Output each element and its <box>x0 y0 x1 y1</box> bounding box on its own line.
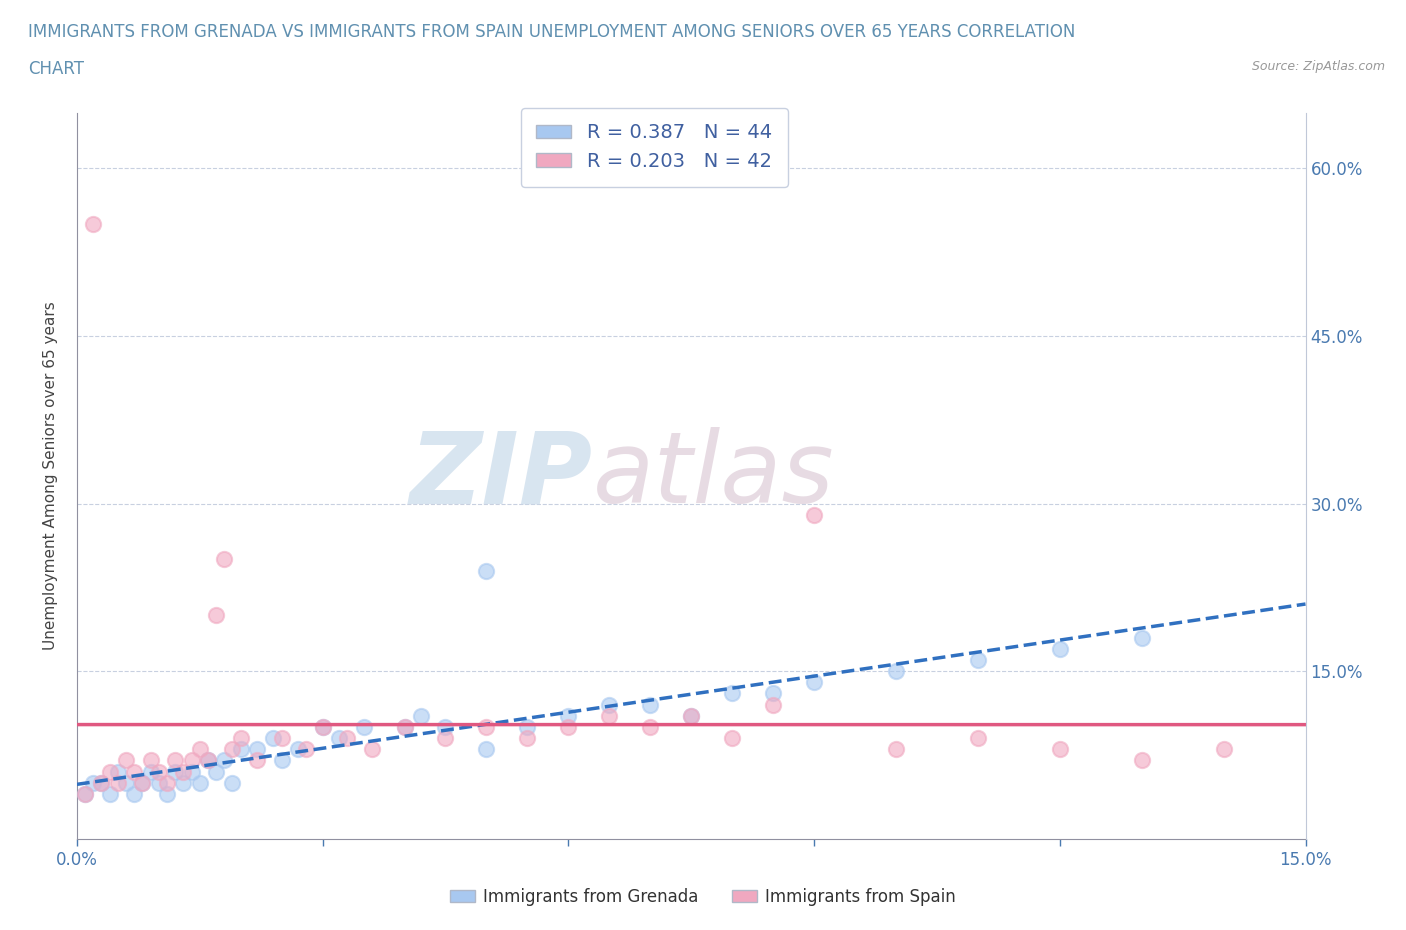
Point <box>295 742 318 757</box>
Point <box>214 753 236 768</box>
Point <box>122 764 145 779</box>
Legend: Immigrants from Grenada, Immigrants from Spain: Immigrants from Grenada, Immigrants from… <box>443 881 963 912</box>
Point <box>884 664 907 679</box>
Point <box>148 764 170 779</box>
Point <box>90 776 112 790</box>
Point <box>638 720 661 735</box>
Point <box>311 720 333 735</box>
Point <box>229 731 252 746</box>
Legend: R = 0.387   N = 44, R = 0.203   N = 42: R = 0.387 N = 44, R = 0.203 N = 42 <box>522 108 787 187</box>
Point <box>221 776 243 790</box>
Point <box>172 776 194 790</box>
Point <box>557 720 579 735</box>
Point <box>394 720 416 735</box>
Point <box>328 731 350 746</box>
Point <box>598 698 620 712</box>
Point <box>516 720 538 735</box>
Point <box>107 776 129 790</box>
Point <box>311 720 333 735</box>
Point <box>1212 742 1234 757</box>
Point <box>434 731 457 746</box>
Point <box>98 787 121 802</box>
Point <box>82 776 104 790</box>
Point <box>336 731 359 746</box>
Point <box>270 753 292 768</box>
Point <box>270 731 292 746</box>
Point <box>73 787 96 802</box>
Y-axis label: Unemployment Among Seniors over 65 years: Unemployment Among Seniors over 65 years <box>44 301 58 650</box>
Point <box>246 742 269 757</box>
Point <box>98 764 121 779</box>
Point <box>762 698 785 712</box>
Text: Source: ZipAtlas.com: Source: ZipAtlas.com <box>1251 60 1385 73</box>
Point <box>638 698 661 712</box>
Point <box>803 507 825 522</box>
Point <box>516 731 538 746</box>
Point <box>246 753 269 768</box>
Point <box>139 753 162 768</box>
Point <box>90 776 112 790</box>
Point <box>1049 642 1071 657</box>
Point <box>434 720 457 735</box>
Text: ZIP: ZIP <box>411 427 593 525</box>
Point <box>197 753 219 768</box>
Point <box>394 720 416 735</box>
Point <box>205 764 228 779</box>
Point <box>73 787 96 802</box>
Point <box>721 731 744 746</box>
Point <box>115 753 138 768</box>
Point <box>156 776 179 790</box>
Point <box>188 742 211 757</box>
Point <box>681 709 703 724</box>
Point <box>598 709 620 724</box>
Point <box>803 675 825 690</box>
Point <box>139 764 162 779</box>
Point <box>360 742 382 757</box>
Point <box>115 776 138 790</box>
Point <box>229 742 252 757</box>
Point <box>214 552 236 567</box>
Point <box>681 709 703 724</box>
Point <box>82 217 104 232</box>
Point <box>131 776 153 790</box>
Point <box>165 753 187 768</box>
Point <box>131 776 153 790</box>
Point <box>475 742 498 757</box>
Point <box>188 776 211 790</box>
Point <box>721 686 744 701</box>
Point <box>180 753 202 768</box>
Point <box>205 608 228 623</box>
Point <box>180 764 202 779</box>
Point <box>148 776 170 790</box>
Point <box>353 720 375 735</box>
Point <box>107 764 129 779</box>
Text: IMMIGRANTS FROM GRENADA VS IMMIGRANTS FROM SPAIN UNEMPLOYMENT AMONG SENIORS OVER: IMMIGRANTS FROM GRENADA VS IMMIGRANTS FR… <box>28 23 1076 41</box>
Point <box>475 720 498 735</box>
Point <box>262 731 284 746</box>
Point <box>1049 742 1071 757</box>
Point <box>967 653 990 668</box>
Text: CHART: CHART <box>28 60 84 78</box>
Point <box>197 753 219 768</box>
Point <box>409 709 432 724</box>
Point <box>967 731 990 746</box>
Point <box>221 742 243 757</box>
Point <box>172 764 194 779</box>
Point <box>884 742 907 757</box>
Point <box>1130 631 1153 645</box>
Point <box>156 787 179 802</box>
Point <box>122 787 145 802</box>
Point <box>475 564 498 578</box>
Point <box>557 709 579 724</box>
Text: atlas: atlas <box>593 427 835 525</box>
Point <box>1130 753 1153 768</box>
Point <box>762 686 785 701</box>
Point <box>165 764 187 779</box>
Point <box>287 742 309 757</box>
